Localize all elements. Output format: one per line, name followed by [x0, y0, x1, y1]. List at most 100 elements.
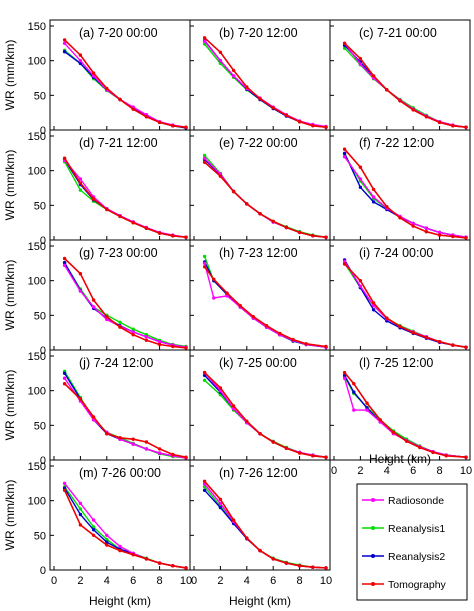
- y-axis-label: WR (mm/km): [3, 40, 17, 111]
- data-point-tomography: [264, 324, 269, 328]
- data-point-radiosonde: [358, 62, 363, 66]
- panel-d: 0 50 100 150 (d) 7-21 12:00 WR (mm/km): [3, 129, 191, 247]
- data-point-reanalysis1: [342, 46, 347, 50]
- data-point-tomography: [311, 565, 315, 569]
- series-line-reanalysis2: [343, 259, 467, 348]
- legend-item: Reanalysis2: [362, 551, 445, 563]
- data-point-tomography: [451, 124, 455, 128]
- data-point-tomography: [411, 224, 415, 228]
- data-point-tomography: [91, 415, 96, 419]
- data-point-reanalysis2: [62, 260, 67, 265]
- series-line-radiosonde: [64, 482, 187, 569]
- series-line-reanalysis1: [344, 262, 467, 348]
- data-point-tomography: [342, 262, 347, 266]
- x-tick-label: 10: [180, 575, 192, 587]
- series-line-reanalysis2: [204, 159, 327, 238]
- data-point-reanalysis2: [78, 512, 83, 517]
- data-point-tomography: [385, 88, 389, 92]
- data-point-radiosonde: [91, 518, 96, 522]
- data-point-tomography: [78, 53, 83, 57]
- data-point-tomography: [184, 566, 188, 570]
- data-point-tomography: [258, 548, 262, 553]
- data-point-tomography: [358, 279, 363, 283]
- data-point-radiosonde: [91, 305, 96, 309]
- data-point-tomography: [131, 437, 135, 441]
- series-line-reanalysis2: [63, 487, 187, 569]
- y-tick-label: 0: [40, 235, 46, 247]
- y-tick-label: 50: [34, 200, 46, 212]
- y-tick-label: 100: [28, 386, 46, 398]
- data-point-tomography: [391, 430, 396, 434]
- series-line-reanalysis2: [64, 372, 187, 459]
- y-tick-label: 150: [28, 241, 46, 253]
- data-point-radiosonde: [62, 376, 67, 380]
- data-point-radiosonde: [131, 330, 135, 334]
- y-tick-label: 100: [28, 496, 46, 508]
- y-axis-label: WR (mm/km): [3, 480, 17, 551]
- panel-e: (e) 7-22 00:00: [189, 129, 331, 241]
- panel-m: 0 50 100 150 0 2 4 6 8 10 (m) 7-26 00:00 WR (mm/km): [3, 459, 192, 587]
- data-point-radiosonde: [202, 39, 207, 43]
- legend-swatch-marker: [371, 498, 375, 502]
- data-point-tomography: [118, 325, 122, 329]
- panel-title: (n) 7-26 12:00: [219, 466, 298, 480]
- data-point-tomography: [202, 160, 207, 164]
- data-point-radiosonde: [62, 263, 67, 268]
- data-point-reanalysis2: [371, 308, 376, 312]
- data-point-tomography: [105, 543, 109, 547]
- legend-swatch-marker: [371, 526, 375, 530]
- data-point-tomography: [398, 216, 402, 220]
- data-point-tomography: [342, 147, 347, 151]
- data-point-radiosonde: [342, 376, 347, 380]
- data-point-tomography: [105, 315, 109, 319]
- data-point-tomography: [311, 454, 315, 458]
- data-point-radiosonde: [62, 481, 67, 485]
- data-point-tomography: [324, 455, 328, 459]
- series-line-tomography: [204, 372, 327, 458]
- data-point-reanalysis2: [105, 540, 109, 544]
- panel-k: (k) 7-25 00:00: [189, 349, 331, 461]
- data-point-tomography: [311, 124, 315, 128]
- data-point-radiosonde: [218, 501, 223, 506]
- data-point-tomography: [271, 557, 275, 561]
- panel-g: 0 50 100 150 (g) 7-23 00:00 WR (mm/km): [3, 239, 191, 357]
- data-point-tomography: [91, 298, 96, 302]
- data-point-tomography: [297, 120, 302, 124]
- panel-title: (k) 7-25 00:00: [219, 356, 297, 370]
- data-point-tomography: [245, 536, 249, 540]
- data-point-reanalysis2: [62, 371, 67, 375]
- series-line-radiosonde: [204, 157, 327, 238]
- series-line-tomography: [343, 372, 467, 458]
- data-point-radiosonde: [371, 195, 376, 199]
- series-line-reanalysis2: [343, 153, 467, 238]
- data-point-tomography: [202, 370, 207, 375]
- data-point-tomography: [144, 557, 149, 561]
- data-point-tomography: [105, 432, 109, 436]
- series-line-tomography: [64, 39, 187, 128]
- data-point-tomography: [437, 120, 442, 125]
- panel-h: (h) 7-23 12:00: [189, 239, 331, 351]
- legend-swatch-marker: [371, 554, 375, 558]
- data-point-tomography: [371, 187, 376, 192]
- series-line-reanalysis1: [343, 376, 467, 458]
- y-tick-label: 0: [40, 345, 46, 357]
- data-point-tomography: [291, 337, 295, 342]
- legend-label: Reanalysis1: [388, 523, 445, 535]
- data-point-tomography: [431, 450, 435, 455]
- data-point-radiosonde: [157, 340, 162, 344]
- data-point-tomography: [118, 214, 122, 219]
- data-point-tomography: [464, 345, 468, 349]
- series-line-reanalysis1: [204, 486, 327, 569]
- series-line-reanalysis2: [203, 261, 327, 348]
- data-point-tomography: [278, 331, 282, 336]
- data-point-tomography: [144, 115, 149, 119]
- data-point-tomography: [78, 397, 83, 401]
- data-point-tomography: [371, 74, 376, 78]
- data-point-tomography: [157, 561, 162, 565]
- data-point-tomography: [342, 370, 347, 375]
- data-point-tomography: [231, 518, 236, 522]
- data-point-radiosonde: [437, 230, 442, 235]
- panel-title: (j) 7-24 12:00: [79, 356, 153, 370]
- x-axis-label: Height (km): [229, 594, 291, 608]
